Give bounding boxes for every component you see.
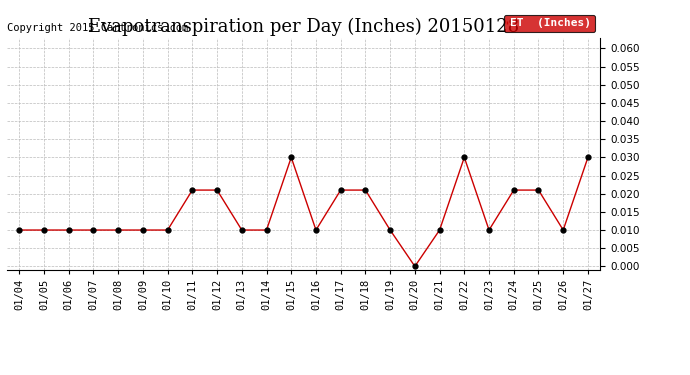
Legend: ET  (Inches): ET (Inches) — [504, 15, 595, 32]
Title: Evapotranspiration per Day (Inches) 20150128: Evapotranspiration per Day (Inches) 2015… — [88, 18, 519, 36]
Text: Copyright 2015 Cartronics.com: Copyright 2015 Cartronics.com — [7, 23, 188, 33]
